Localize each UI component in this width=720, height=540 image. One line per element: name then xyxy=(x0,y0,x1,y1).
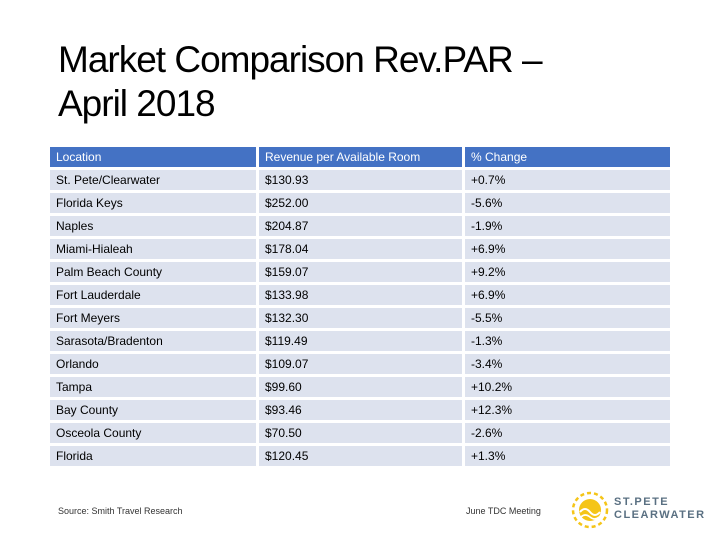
cell-location: Osceola County xyxy=(50,423,256,443)
column-header-location: Location xyxy=(50,147,256,167)
cell-revpar: $159.07 xyxy=(256,262,462,282)
cell-location: Miami-Hialeah xyxy=(50,239,256,259)
logo-wordmark: ST.PETE CLEARWATER xyxy=(614,496,706,522)
meeting-note: June TDC Meeting xyxy=(466,506,541,516)
cell-change: -2.6% xyxy=(462,423,670,443)
table-row: Tampa $99.60 +10.2% xyxy=(50,377,670,397)
cell-revpar: $99.60 xyxy=(256,377,462,397)
logo-line-1: ST.PETE xyxy=(614,496,670,508)
table-row: Florida Keys $252.00 -5.6% xyxy=(50,193,670,213)
cell-revpar: $133.98 xyxy=(256,285,462,305)
sun-wave-icon xyxy=(571,491,609,529)
logo: ST.PETE CLEARWATER xyxy=(570,490,710,530)
table-row: St. Pete/Clearwater $130.93 +0.7% xyxy=(50,170,670,190)
cell-change: +9.2% xyxy=(462,262,670,282)
cell-location: Bay County xyxy=(50,400,256,420)
cell-revpar: $178.04 xyxy=(256,239,462,259)
source-note: Source: Smith Travel Research xyxy=(58,506,183,516)
table-row: Sarasota/Bradenton $119.49 -1.3% xyxy=(50,331,670,351)
cell-location: Sarasota/Bradenton xyxy=(50,331,256,351)
cell-change: -3.4% xyxy=(462,354,670,374)
column-header-revpar: Revenue per Available Room xyxy=(256,147,462,167)
cell-change: -1.9% xyxy=(462,216,670,236)
table-row: Osceola County $70.50 -2.6% xyxy=(50,423,670,443)
cell-change: +6.9% xyxy=(462,239,670,259)
table-row: Florida $120.45 +1.3% xyxy=(50,446,670,466)
cell-change: +0.7% xyxy=(462,170,670,190)
table-row: Palm Beach County $159.07 +9.2% xyxy=(50,262,670,282)
cell-location: St. Pete/Clearwater xyxy=(50,170,256,190)
cell-location: Naples xyxy=(50,216,256,236)
column-header-change: % Change xyxy=(462,147,670,167)
table-row: Orlando $109.07 -3.4% xyxy=(50,354,670,374)
cell-location: Fort Lauderdale xyxy=(50,285,256,305)
cell-revpar: $109.07 xyxy=(256,354,462,374)
cell-revpar: $132.30 xyxy=(256,308,462,328)
table-row: Fort Meyers $132.30 -5.5% xyxy=(50,308,670,328)
table-row: Fort Lauderdale $133.98 +6.9% xyxy=(50,285,670,305)
cell-revpar: $252.00 xyxy=(256,193,462,213)
cell-location: Tampa xyxy=(50,377,256,397)
cell-change: -1.3% xyxy=(462,331,670,351)
cell-change: -5.6% xyxy=(462,193,670,213)
page-title: Market Comparison Rev.PAR – April 2018 xyxy=(58,38,658,126)
cell-revpar: $204.87 xyxy=(256,216,462,236)
title-line-1: Market Comparison Rev.PAR – xyxy=(58,39,543,80)
cell-change: +6.9% xyxy=(462,285,670,305)
cell-location: Fort Meyers xyxy=(50,308,256,328)
table-header-row: Location Revenue per Available Room % Ch… xyxy=(50,147,670,167)
cell-location: Florida Keys xyxy=(50,193,256,213)
cell-change: +10.2% xyxy=(462,377,670,397)
cell-location: Palm Beach County xyxy=(50,262,256,282)
cell-change: +1.3% xyxy=(462,446,670,466)
title-line-2: April 2018 xyxy=(58,83,216,124)
table-row: Bay County $93.46 +12.3% xyxy=(50,400,670,420)
cell-location: Orlando xyxy=(50,354,256,374)
table-row: Naples $204.87 -1.9% xyxy=(50,216,670,236)
cell-revpar: $120.45 xyxy=(256,446,462,466)
cell-revpar: $130.93 xyxy=(256,170,462,190)
cell-change: +12.3% xyxy=(462,400,670,420)
revpar-table: Location Revenue per Available Room % Ch… xyxy=(50,144,670,469)
table-row: Miami-Hialeah $178.04 +6.9% xyxy=(50,239,670,259)
cell-change: -5.5% xyxy=(462,308,670,328)
cell-revpar: $70.50 xyxy=(256,423,462,443)
logo-line-2: CLEARWATER xyxy=(614,509,706,521)
cell-location: Florida xyxy=(50,446,256,466)
cell-revpar: $119.49 xyxy=(256,331,462,351)
cell-revpar: $93.46 xyxy=(256,400,462,420)
